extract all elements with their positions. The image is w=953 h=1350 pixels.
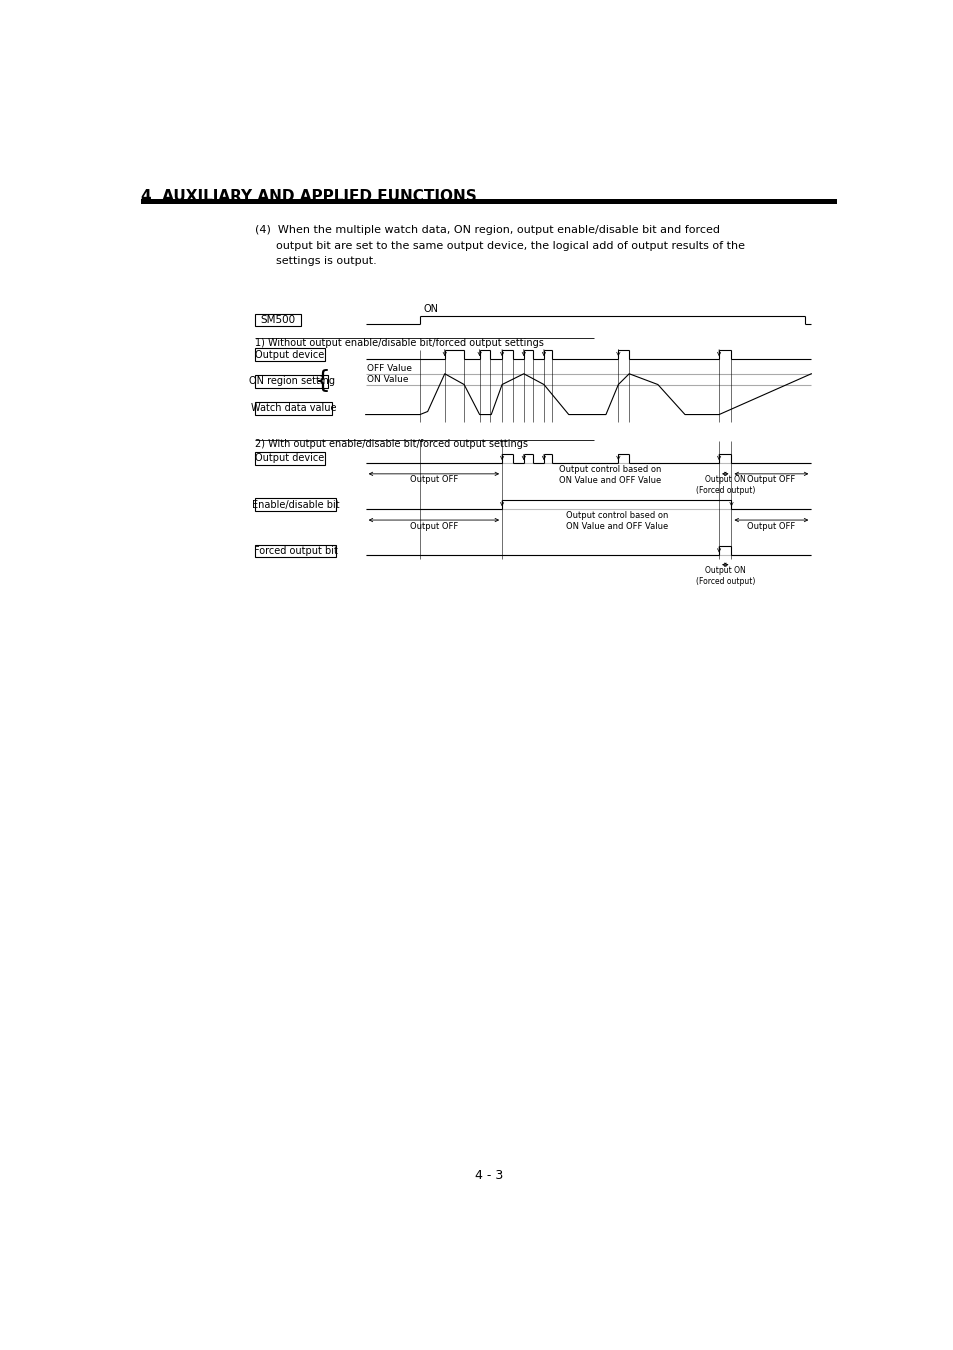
Text: Forced output bit: Forced output bit bbox=[253, 545, 337, 556]
Text: Output OFF: Output OFF bbox=[746, 475, 795, 485]
Text: Output ON
(Forced output): Output ON (Forced output) bbox=[695, 566, 754, 586]
Bar bbox=[141, 198, 836, 204]
Text: (4)  When the multiple watch data, ON region, output enable/disable bit and forc: (4) When the multiple watch data, ON reg… bbox=[254, 225, 720, 235]
Text: ON Value: ON Value bbox=[367, 375, 408, 383]
Text: output bit are set to the same output device, the logical add of output results : output bit are set to the same output de… bbox=[254, 240, 744, 251]
Text: ON region setting: ON region setting bbox=[249, 377, 335, 386]
Text: Output control based on
ON Value and OFF Value: Output control based on ON Value and OFF… bbox=[558, 464, 661, 485]
Text: Output device: Output device bbox=[254, 454, 324, 463]
Text: 1) Without output enable/disable bit/forced output settings: 1) Without output enable/disable bit/for… bbox=[254, 338, 543, 347]
Bar bbox=[254, 348, 324, 360]
Bar bbox=[254, 313, 301, 325]
Text: ON: ON bbox=[423, 305, 438, 315]
Bar bbox=[254, 498, 335, 510]
Text: OFF Value: OFF Value bbox=[367, 364, 412, 373]
Bar bbox=[254, 402, 332, 414]
Text: {: { bbox=[314, 369, 331, 393]
Text: Output OFF: Output OFF bbox=[410, 521, 457, 531]
Bar bbox=[254, 544, 335, 558]
Text: 4  AUXILIARY AND APPLIED FUNCTIONS: 4 AUXILIARY AND APPLIED FUNCTIONS bbox=[141, 189, 476, 204]
Text: Output OFF: Output OFF bbox=[746, 521, 795, 531]
Text: Output OFF: Output OFF bbox=[410, 475, 457, 485]
Text: 2) With output enable/disable bit/forced output settings: 2) With output enable/disable bit/forced… bbox=[254, 439, 527, 450]
Text: SM500: SM500 bbox=[260, 315, 295, 325]
Bar bbox=[254, 452, 324, 464]
Text: Output ON
(Forced output): Output ON (Forced output) bbox=[695, 475, 754, 495]
Text: Enable/disable bit: Enable/disable bit bbox=[252, 500, 339, 510]
Text: Output device: Output device bbox=[254, 350, 324, 359]
Bar bbox=[254, 375, 328, 387]
Text: settings is output.: settings is output. bbox=[254, 256, 376, 266]
Text: 4 - 3: 4 - 3 bbox=[475, 1169, 502, 1183]
Text: Watch data value: Watch data value bbox=[251, 404, 336, 413]
Text: Output control based on
ON Value and OFF Value: Output control based on ON Value and OFF… bbox=[565, 510, 667, 531]
